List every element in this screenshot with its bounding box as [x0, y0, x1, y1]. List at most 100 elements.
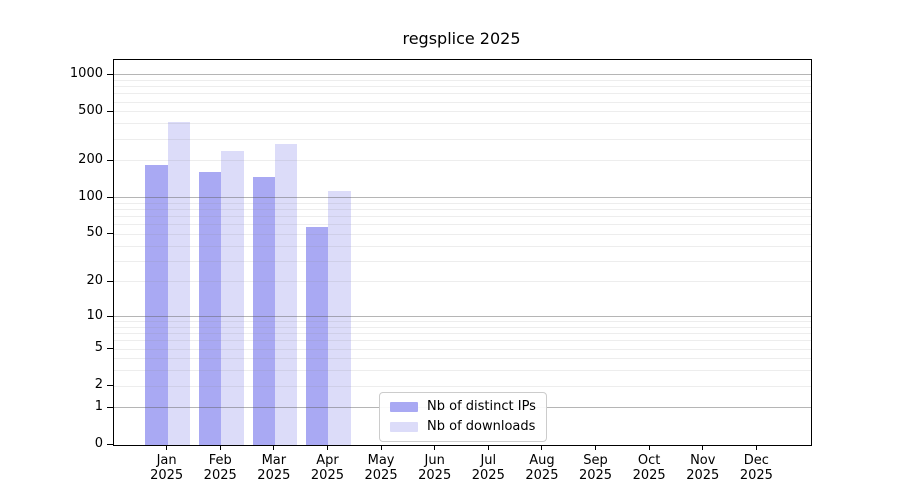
- minor-gridline: [114, 233, 811, 235]
- y-tick-label: 50: [86, 225, 103, 241]
- x-tick-mark: [487, 445, 489, 450]
- bar-mar-ips: [252, 176, 275, 445]
- x-tick-mark: [326, 445, 328, 450]
- y-tick-mark: [107, 348, 113, 349]
- x-tick-year: 2025: [364, 468, 398, 483]
- y-tick-mark: [107, 196, 113, 198]
- y-tick-label: 2: [94, 377, 103, 393]
- x-tick-label: Sep 2025: [566, 453, 626, 483]
- y-tick-mark: [107, 110, 113, 112]
- legend-swatch-downloads: [390, 422, 418, 432]
- y-tick-label: 0: [94, 436, 103, 451]
- x-tick-mark: [541, 445, 543, 450]
- y-tick-label: 5: [94, 340, 103, 355]
- y-tick-label: 1000: [69, 65, 103, 81]
- bar-apr-ips: [306, 227, 329, 445]
- minor-gridline: [114, 209, 811, 211]
- x-tick-label: Jul 2025: [458, 453, 518, 483]
- x-tick-year: 2025: [578, 468, 613, 483]
- x-tick-label: Dec 2025: [726, 453, 786, 483]
- x-tick-label: Nov 2025: [673, 453, 733, 483]
- bar-jan-downloads: [167, 121, 190, 445]
- x-tick-label: Apr 2025: [297, 453, 357, 483]
- minor-gridline: [114, 245, 811, 247]
- x-tick-year: 2025: [418, 468, 452, 483]
- legend: Nb of distinct IPs Nb of downloads: [379, 392, 547, 442]
- minor-gridline: [114, 385, 811, 387]
- x-tick-month: Apr: [316, 453, 339, 468]
- legend-label-distinct-ips: Nb of distinct IPs: [427, 399, 536, 414]
- minor-gridline: [114, 101, 811, 103]
- x-tick-month: Aug: [529, 453, 555, 468]
- x-tick-label: Oct 2025: [619, 453, 679, 483]
- x-tick-year: 2025: [203, 468, 237, 483]
- minor-gridline: [114, 260, 811, 262]
- y-tick-label: 20: [86, 272, 103, 288]
- minor-gridline: [114, 93, 811, 95]
- bar-feb-downloads: [221, 151, 244, 445]
- x-tick-year: 2025: [471, 468, 505, 483]
- y-tick-mark: [107, 73, 113, 75]
- minor-gridline: [114, 123, 811, 125]
- y-tick-label: 10: [86, 307, 103, 323]
- x-tick-mark: [648, 445, 650, 450]
- x-tick-year: 2025: [257, 468, 291, 483]
- bar-jan-ips: [145, 165, 168, 445]
- x-tick-mark: [755, 445, 757, 450]
- x-tick-month: Oct: [637, 453, 661, 468]
- x-tick-year: 2025: [686, 468, 720, 483]
- bar-mar-downloads: [274, 143, 298, 445]
- x-tick-year: 2025: [150, 468, 184, 483]
- x-tick-month: May: [367, 453, 395, 468]
- x-tick-year: 2025: [310, 468, 344, 483]
- minor-gridline: [114, 326, 811, 328]
- x-tick-mark: [702, 445, 704, 450]
- x-tick-label: Jan 2025: [137, 453, 197, 483]
- x-tick-month: Mar: [261, 453, 287, 468]
- minor-gridline: [114, 321, 811, 323]
- y-tick-mark: [107, 280, 113, 282]
- major-gridline: [114, 316, 811, 318]
- x-tick-label: Feb 2025: [190, 453, 250, 483]
- minor-gridline: [114, 202, 811, 204]
- y-tick-mark: [107, 385, 113, 387]
- minor-gridline: [114, 281, 811, 283]
- x-tick-year: 2025: [525, 468, 559, 483]
- chart-title: regsplice 2025: [402, 29, 521, 48]
- y-tick-mark: [107, 406, 113, 408]
- minor-gridline: [114, 340, 811, 342]
- x-tick-label: Jun 2025: [405, 453, 465, 483]
- gridlines-layer: [114, 60, 811, 445]
- x-tick-mark: [273, 445, 275, 450]
- y-tick-mark: [107, 444, 113, 445]
- x-tick-label: Aug 2025: [512, 453, 572, 483]
- x-tick-mark: [434, 445, 436, 450]
- x-tick-label: May 2025: [351, 453, 411, 483]
- legend-label-downloads: Nb of downloads: [427, 419, 536, 434]
- x-tick-month: Jan: [156, 453, 177, 468]
- bar-apr-downloads: [328, 190, 351, 445]
- x-tick-month: Sep: [583, 453, 608, 468]
- x-tick-label: Mar 2025: [244, 453, 304, 483]
- x-tick-year: 2025: [739, 468, 773, 483]
- minor-gridline: [114, 333, 811, 335]
- y-tick-mark: [107, 159, 113, 161]
- x-tick-month: Jun: [424, 453, 445, 468]
- x-tick-mark: [166, 445, 168, 450]
- y-tick-mark: [107, 233, 113, 235]
- minor-gridline: [114, 224, 811, 226]
- minor-gridline: [114, 160, 811, 162]
- legend-row-downloads: Nb of downloads: [390, 419, 536, 435]
- x-tick-mark: [595, 445, 597, 450]
- minor-gridline: [114, 358, 811, 360]
- major-gridline: [114, 197, 811, 199]
- legend-swatch-distinct-ips: [390, 402, 418, 412]
- bars-layer: [114, 60, 811, 445]
- minor-gridline: [114, 348, 811, 350]
- legend-row-distinct-ips: Nb of distinct IPs: [390, 399, 536, 415]
- y-tick-mark: [107, 315, 113, 317]
- major-gridline: [114, 74, 811, 76]
- x-tick-month: Jul: [480, 453, 497, 468]
- x-tick-month: Dec: [743, 453, 769, 468]
